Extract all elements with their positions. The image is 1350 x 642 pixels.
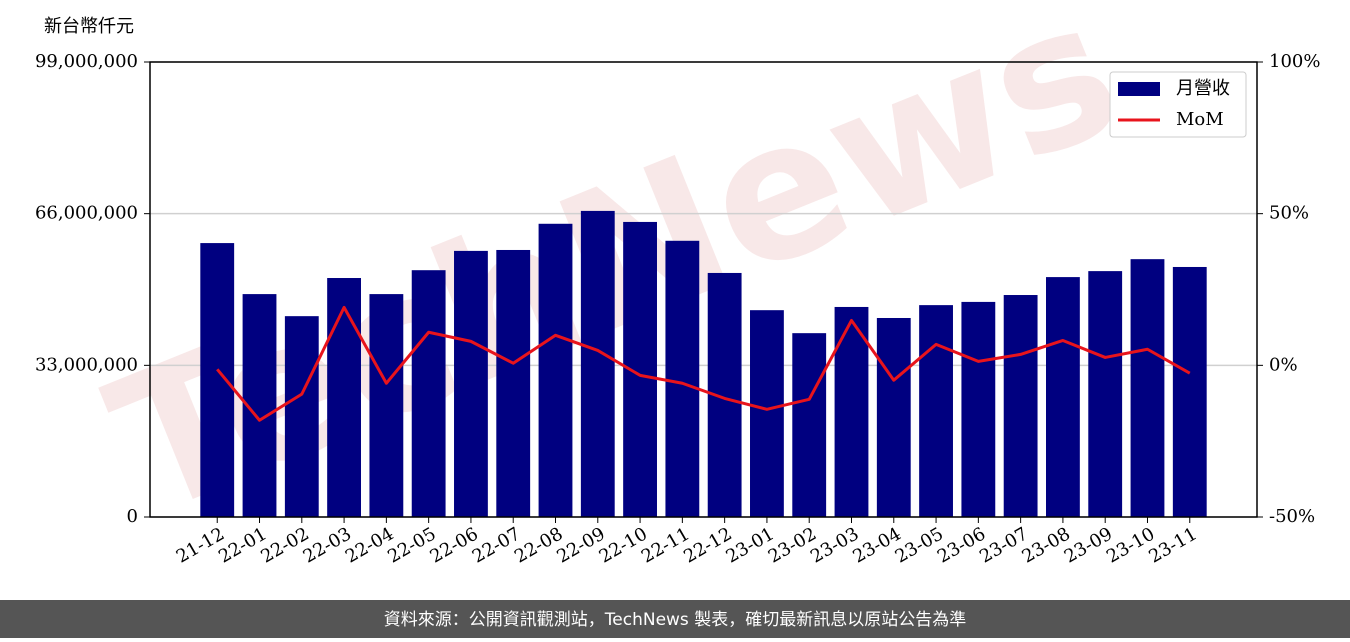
plot-frame <box>149 61 1258 518</box>
footer: 資料來源：公開資訊觀測站，TechNews 製表，確切最新訊息以原站公告為準 <box>384 610 966 630</box>
y-axis-label: 新台幣仟元 <box>44 16 134 37</box>
bar <box>1046 277 1080 517</box>
bar <box>200 243 235 517</box>
bar <box>1088 271 1123 517</box>
bar <box>750 310 784 517</box>
y-tick-label: 0 <box>127 506 138 527</box>
bar <box>961 301 996 517</box>
x-tick-label: 23-11 <box>1145 523 1200 567</box>
y2-tick-label: 50% <box>1269 203 1309 224</box>
bar <box>538 223 573 517</box>
bar <box>1172 266 1207 517</box>
bar <box>1130 259 1165 517</box>
bar <box>411 270 446 517</box>
bar <box>496 249 531 518</box>
y2-tick-label: 100% <box>1269 51 1320 72</box>
bar <box>876 317 911 517</box>
legend-label: MoM <box>1176 109 1224 130</box>
bar <box>792 333 827 517</box>
y2-tick-label: 0% <box>1269 354 1298 375</box>
y-tick-label: 66,000,000 <box>35 203 138 224</box>
bar <box>284 316 319 517</box>
bar <box>580 210 615 517</box>
legend-swatch <box>1118 82 1160 96</box>
mom-line <box>216 305 1191 422</box>
y2-tick-label: -50% <box>1269 506 1315 527</box>
y-tick-label: 33,000,000 <box>35 354 138 375</box>
legend-label: 月營收 <box>1176 78 1230 99</box>
bar <box>919 305 953 517</box>
bar <box>369 294 404 517</box>
bar <box>327 278 361 517</box>
bar <box>665 240 700 517</box>
footer-bar <box>0 600 1350 638</box>
y-tick-label: 99,000,000 <box>35 51 138 72</box>
bar <box>454 250 488 518</box>
bar <box>1003 295 1038 517</box>
